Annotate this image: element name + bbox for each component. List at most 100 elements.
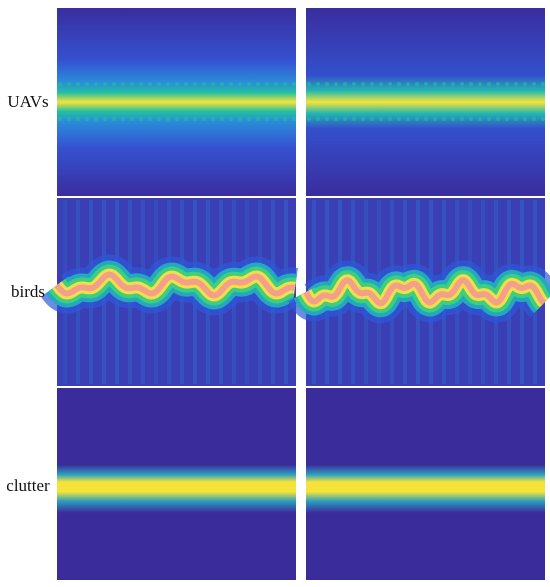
ripple (370, 82, 374, 86)
ripple (292, 117, 296, 121)
ripple (103, 82, 107, 86)
ripple (316, 117, 320, 121)
spectrogram (306, 8, 545, 196)
ripple (406, 117, 410, 121)
ripple (433, 117, 437, 121)
ripple (229, 82, 233, 86)
ripple (283, 117, 287, 121)
ripple (478, 117, 482, 121)
ripple (379, 117, 383, 121)
ripple (478, 82, 482, 86)
ripple (247, 82, 251, 86)
ripple (532, 82, 536, 86)
ripple (424, 117, 428, 121)
ripple (487, 117, 491, 121)
ripple (166, 117, 170, 121)
bird-track (54, 271, 296, 299)
ripple (175, 117, 179, 121)
ripple (229, 117, 233, 121)
ripple (424, 82, 428, 86)
ripple (76, 82, 80, 86)
ripple (58, 117, 62, 121)
ripple (532, 117, 536, 121)
ripple (121, 82, 125, 86)
ripple (265, 117, 269, 121)
ripple (541, 117, 545, 121)
ripple (361, 82, 365, 86)
ripple (121, 117, 125, 121)
row-label: birds (11, 282, 45, 301)
ripple (442, 117, 446, 121)
ripple (265, 82, 269, 86)
ripple (130, 82, 134, 86)
ripple (58, 82, 62, 86)
ripple (211, 117, 215, 121)
ripple (139, 117, 143, 121)
ripple (361, 117, 365, 121)
ripple (316, 82, 320, 86)
ripple (460, 82, 464, 86)
ripple (220, 82, 224, 86)
spectrogram (306, 388, 545, 580)
ripple (343, 82, 347, 86)
ripple (415, 117, 419, 121)
ripple (67, 117, 71, 121)
ripple (523, 117, 527, 121)
ripple (397, 117, 401, 121)
ripple (103, 117, 107, 121)
ripple (193, 82, 197, 86)
ripple (283, 82, 287, 86)
ripple (85, 117, 89, 121)
ripple (148, 82, 152, 86)
ripple (184, 82, 188, 86)
ripple (85, 82, 89, 86)
bird-tracks (39, 82, 550, 384)
ripple (112, 82, 116, 86)
ripple (130, 117, 134, 121)
bird-track (303, 277, 547, 307)
ripple (175, 82, 179, 86)
ripple (469, 82, 473, 86)
ripple (256, 117, 260, 121)
spectrogram (57, 388, 296, 580)
ripple (256, 82, 260, 86)
ripple (334, 82, 338, 86)
ripple (67, 82, 71, 86)
ripple (325, 82, 329, 86)
ripple (352, 117, 356, 121)
ripple (514, 117, 518, 121)
spectrogram (57, 8, 296, 196)
ripple (157, 117, 161, 121)
ripple (202, 82, 206, 86)
ripple (388, 117, 392, 121)
ripple (343, 117, 347, 121)
ripple (433, 82, 437, 86)
ripple (238, 82, 242, 86)
ripple (274, 117, 278, 121)
ripple (397, 82, 401, 86)
ripple (292, 82, 296, 86)
ripple (379, 82, 383, 86)
ripple (202, 117, 206, 121)
panels (57, 8, 545, 580)
ripple (451, 117, 455, 121)
ripple (166, 82, 170, 86)
ripple (94, 82, 98, 86)
ripple (238, 117, 242, 121)
row-label: UAVs (7, 92, 48, 111)
ripple (388, 82, 392, 86)
ripple (442, 82, 446, 86)
ripple (247, 117, 251, 121)
ripple (415, 82, 419, 86)
ripple (523, 82, 527, 86)
ripple (157, 82, 161, 86)
ripple (307, 117, 311, 121)
ripple (406, 82, 410, 86)
ripple (325, 117, 329, 121)
ripple (505, 82, 509, 86)
ripple (352, 82, 356, 86)
ripple (76, 117, 80, 121)
ripple (220, 117, 224, 121)
ripple (112, 117, 116, 121)
